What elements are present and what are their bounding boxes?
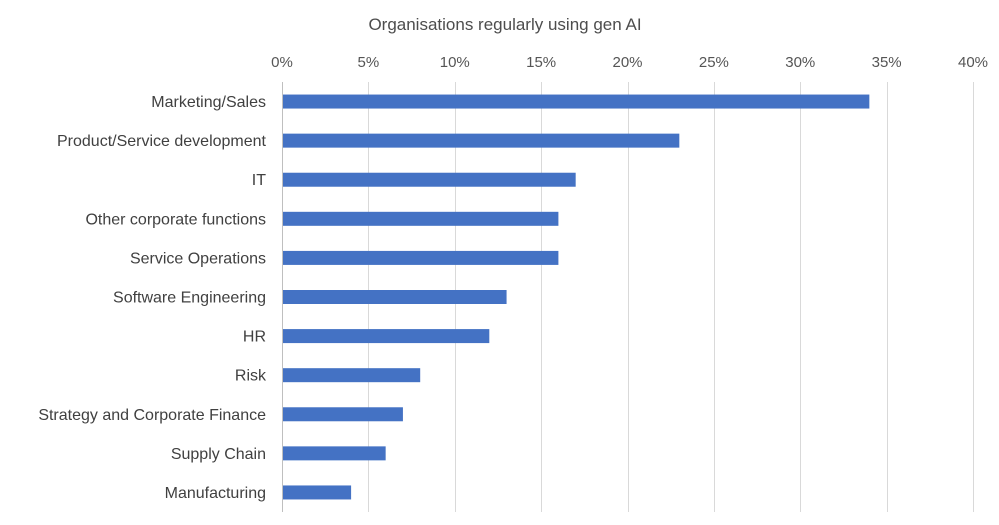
category-label: Marketing/Sales [151,94,266,111]
x-tick-label: 15% [526,54,556,71]
category-labels: Marketing/Sales Product/Service developme… [38,94,267,502]
gridlines [282,82,974,512]
bar [283,211,559,226]
bar [283,250,559,265]
x-tick-label: 20% [612,54,642,71]
bar [283,368,421,383]
x-tick-label: 25% [699,54,729,71]
chart-title: Organisations regularly using gen AI [368,15,641,34]
category-label: Risk [235,368,267,385]
bar [283,485,352,500]
category-label: Service Operations [130,250,266,267]
category-label: Supply Chain [171,446,266,463]
bar [283,133,680,148]
category-label: Other corporate functions [85,211,266,228]
bar [283,290,507,304]
category-label: Product/Service development [57,133,267,150]
bar [283,94,870,109]
x-tick-label: 0% [271,54,293,71]
x-tick-label: 35% [872,54,902,71]
x-axis-tick-labels: 0% 5% 10% 15% 20% 25% 30% 35% 40% [271,54,988,71]
category-label: HR [243,329,266,346]
bar [283,172,576,187]
category-label: IT [252,172,266,189]
x-tick-label: 5% [358,54,380,71]
bar [283,329,490,344]
category-label: Manufacturing [165,485,266,502]
bars [283,94,870,500]
x-tick-label: 30% [785,54,815,71]
category-label: Software Engineering [113,290,266,307]
x-tick-label: 10% [440,54,470,71]
bar [283,407,403,422]
category-label: Strategy and Corporate Finance [38,407,266,424]
bar [283,446,386,461]
x-tick-label: 40% [958,54,988,71]
